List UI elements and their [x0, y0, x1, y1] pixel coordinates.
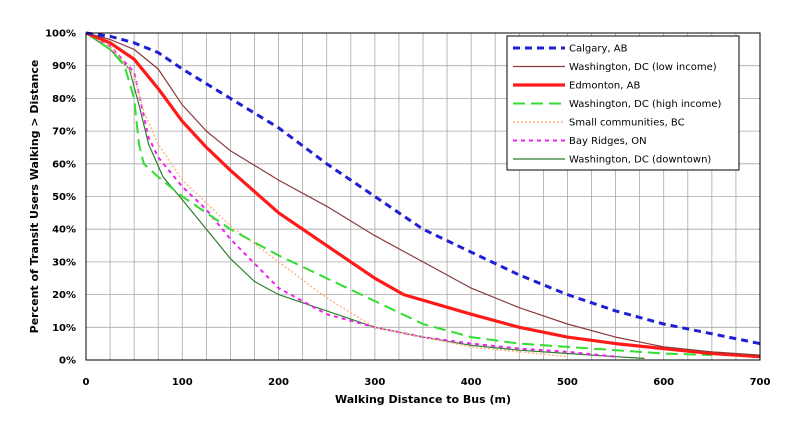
x-axis-title: Walking Distance to Bus (m)	[335, 393, 511, 406]
x-tick-label: 400	[461, 377, 482, 388]
y-tick-label: 50%	[52, 192, 76, 203]
legend-label-washington-dc-high-income: Washington, DC (high income)	[569, 99, 721, 110]
series-line-calgary-ab	[85, 31, 761, 346]
series-line-bay-ridges-on	[85, 32, 616, 358]
y-axis-title: Percent of Transit Users Walking > Dista…	[28, 60, 41, 334]
y-tick-label: 30%	[52, 257, 76, 268]
x-tick-label: 600	[653, 377, 674, 388]
y-tick-label: 80%	[52, 94, 76, 105]
legend-label-bay-ridges-on: Bay Ridges, ON	[569, 136, 647, 147]
y-tick-label: 10%	[52, 323, 76, 334]
tick-labels: 0 100 200 300 400 500 600 700 0% 10% 20% 30% 40% 50% 6…	[45, 29, 770, 389]
y-tick-label: 20%	[52, 290, 76, 301]
series-line-edmonton-ab	[85, 31, 761, 359]
x-tick-label: 300	[364, 377, 385, 388]
legend-label-washington-dc-downtown: Washington, DC (downtown)	[569, 155, 711, 166]
y-tick-label: 60%	[52, 159, 76, 170]
legend-label-small-communities-bc: Small communities, BC	[569, 118, 685, 129]
legend-label-calgary-ab: Calgary, AB	[569, 44, 628, 55]
legend-label-washington-dc-low-income: Washington, DC (low income)	[569, 62, 717, 73]
y-tick-label: 40%	[52, 225, 76, 236]
legend-box	[506, 35, 740, 171]
series-lines	[85, 31, 761, 359]
x-tick-label: 200	[268, 377, 289, 388]
x-tick-label: 100	[172, 377, 193, 388]
y-tick-label: 90%	[52, 61, 76, 72]
series-line-washington-dc-downtown	[85, 32, 645, 359]
x-tick-label: 0	[83, 377, 90, 388]
plot-frame	[85, 32, 761, 361]
y-tick-label: 0%	[59, 356, 76, 367]
series-line-washington-dc-low-income	[85, 32, 761, 356]
series-line-washington-dc-high-income	[85, 32, 712, 357]
x-tick-label: 500	[557, 377, 578, 388]
axes	[85, 32, 761, 361]
y-tick-label: 100%	[45, 29, 76, 40]
y-tick-label: 70%	[52, 127, 76, 138]
x-tick-label: 700	[750, 377, 771, 388]
legend: Calgary, AB Washington, DC (low income) Ed…	[506, 35, 740, 171]
legend-label-edmonton-ab: Edmonton, AB	[569, 81, 640, 92]
